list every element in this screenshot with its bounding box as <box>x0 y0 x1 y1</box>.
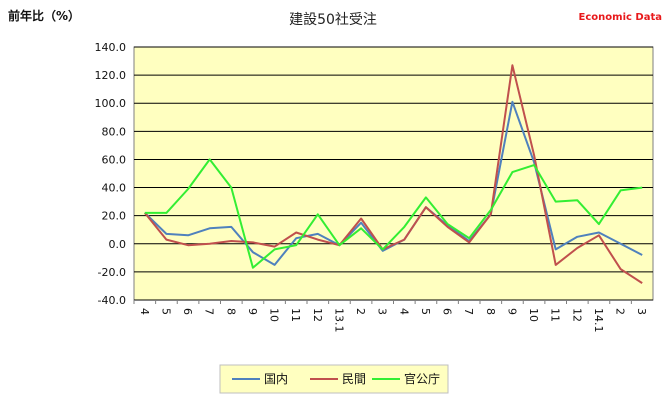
x-tick-label: 10 <box>268 308 281 322</box>
x-tick-label: 4 <box>397 308 410 315</box>
x-tick-label: 13.1 <box>332 308 345 333</box>
chart-title: 建設50社受注 <box>289 12 377 28</box>
x-tick-label: 4 <box>138 308 151 315</box>
x-tick-labels: 4 5 6 7 8 9 10 11 12 13.1 2 3 4 5 6 7 8 9 10 11 12 14.1 2 3 <box>138 308 648 333</box>
x-tick-label: 14.1 <box>592 308 605 333</box>
x-tick-label: 3 <box>635 308 648 315</box>
x-tick-label: 11 <box>289 308 302 322</box>
y-axis-label: 前年比（%） <box>8 8 80 23</box>
x-tick-label: 6 <box>441 308 454 315</box>
series-line-2 <box>144 158 643 269</box>
x-tick-label: 12 <box>311 308 324 322</box>
x-tick-label: 8 <box>484 308 497 315</box>
y-tick-label: 80.0 <box>102 125 127 138</box>
y-tick-label: -40.0 <box>98 294 126 307</box>
x-tick-label: 7 <box>203 308 216 315</box>
x-tick-label: 9 <box>246 308 259 315</box>
x-tick-label: 6 <box>181 308 194 315</box>
x-tick-label: 3 <box>376 308 389 315</box>
x-tick-label: 8 <box>224 308 237 315</box>
x-tick-label: 7 <box>462 308 475 315</box>
x-tick-label: 2 <box>614 308 627 315</box>
series-line-1 <box>144 64 643 284</box>
y-tick-label: 100.0 <box>95 97 127 110</box>
legend-label-1: 民間 <box>342 372 366 386</box>
x-tick-label: 12 <box>570 308 583 322</box>
y-tick-label: 60.0 <box>102 153 127 166</box>
x-tick-label: 2 <box>354 308 367 315</box>
x-tick-label: 10 <box>527 308 540 322</box>
brand-label: Economic Data <box>579 12 662 23</box>
y-tick-label: 0.0 <box>109 238 127 251</box>
x-tick-label: 5 <box>159 308 172 315</box>
x-tick-label: 5 <box>419 308 432 315</box>
plot-area <box>133 46 654 301</box>
legend-label-0: 国内 <box>264 372 288 386</box>
gridlines <box>133 46 653 304</box>
x-tick-label: 11 <box>549 308 562 322</box>
y-tick-labels: -40.0 -20.0 0.0 20.0 40.0 60.0 80.0 100.0 120.0 1… <box>95 41 127 307</box>
y-tick-label: -20.0 <box>98 266 126 279</box>
y-tick-label: 20.0 <box>102 210 127 223</box>
y-tick-label: 140.0 <box>95 41 127 54</box>
series-lines <box>144 64 643 284</box>
legend: 国内 民間 官公庁 <box>219 364 449 394</box>
y-tick-label: 120.0 <box>95 69 127 82</box>
x-tick-label: 9 <box>505 308 518 315</box>
legend-label-2: 官公庁 <box>404 371 440 386</box>
y-tick-label: 40.0 <box>102 182 127 195</box>
